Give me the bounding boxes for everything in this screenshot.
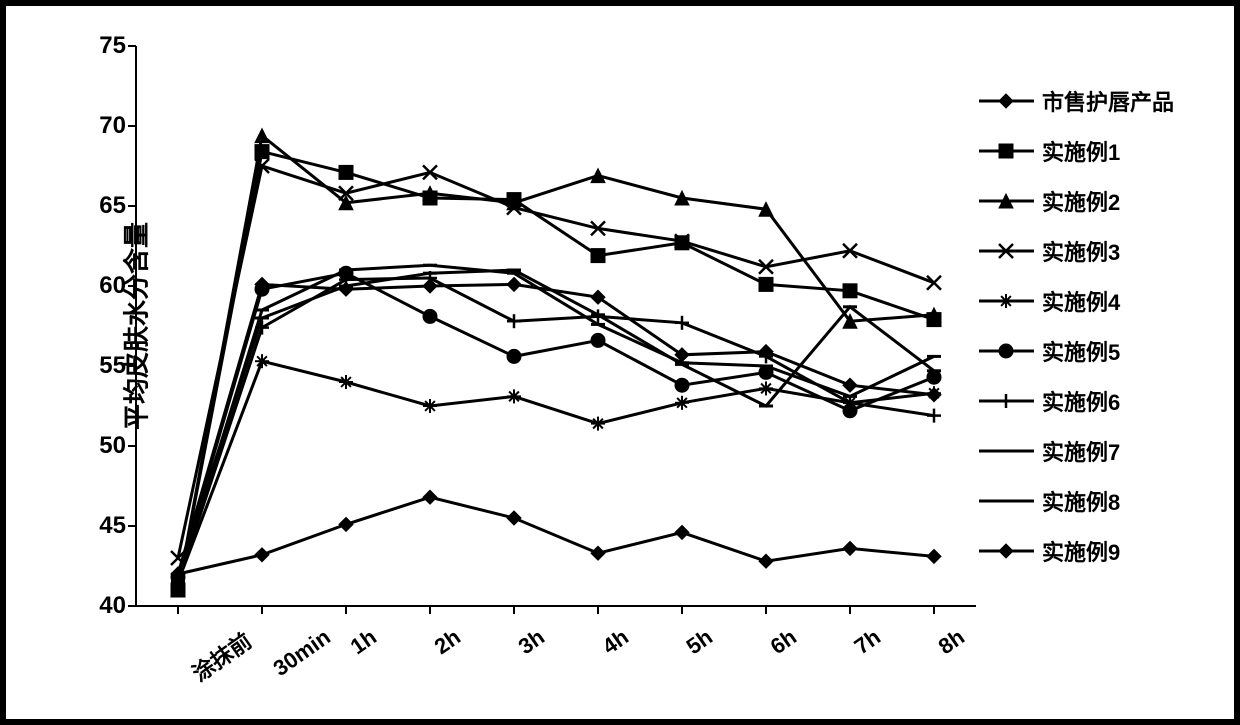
plot-area <box>136 46 976 606</box>
legend-label: 实施例8 <box>1042 485 1120 517</box>
legend-item: 市售护唇产品 <box>979 86 1219 116</box>
legend-label: 实施例5 <box>1042 335 1120 367</box>
legend-item: 实施例2 <box>979 186 1219 216</box>
y-tick-label: 65 <box>76 192 126 220</box>
series-实施例3 <box>171 159 941 565</box>
x-tick-label: 1h <box>346 624 382 660</box>
legend-marker <box>979 86 1034 116</box>
series-实施例6 <box>171 271 941 589</box>
x-tick-label: 30min <box>269 624 336 682</box>
legend-label: 实施例6 <box>1042 385 1120 417</box>
legend-marker <box>979 386 1034 416</box>
legend-marker <box>979 136 1034 166</box>
y-tick-label: 60 <box>76 272 126 300</box>
y-tick-label: 40 <box>76 592 126 620</box>
plot-svg <box>136 46 976 606</box>
x-tick-label: 涂抹前 <box>185 624 257 688</box>
legend-label: 市售护唇产品 <box>1042 85 1174 117</box>
y-tick-label: 55 <box>76 352 126 380</box>
x-tick-label: 6h <box>766 624 802 660</box>
legend-label: 实施例3 <box>1042 235 1120 267</box>
x-tick-label: 7h <box>850 624 886 660</box>
legend-label: 实施例2 <box>1042 185 1120 217</box>
legend-label: 实施例7 <box>1042 435 1120 467</box>
legend-item: 实施例5 <box>979 336 1219 366</box>
legend-item: 实施例8 <box>979 486 1219 516</box>
legend-marker <box>979 436 1034 466</box>
legend-marker <box>979 186 1034 216</box>
x-tick-label: 5h <box>682 624 718 660</box>
chart-container: 平均皮肤水分含量 4045505560657075 涂抹前30min1h2h3h… <box>0 0 1240 725</box>
legend-label: 实施例9 <box>1042 535 1120 567</box>
legend-item: 实施例4 <box>979 286 1219 316</box>
legend-item: 实施例3 <box>979 236 1219 266</box>
series-实施例2 <box>171 129 941 597</box>
series-实施例7 <box>171 270 941 574</box>
legend-item: 实施例9 <box>979 536 1219 566</box>
legend-label: 实施例4 <box>1042 285 1120 317</box>
y-tick-label: 75 <box>76 32 126 60</box>
legend-marker <box>979 536 1034 566</box>
legend-marker <box>979 286 1034 316</box>
series-市售护唇产品 <box>171 490 941 581</box>
legend-label: 实施例1 <box>1042 135 1120 167</box>
x-tick-label: 3h <box>514 624 550 660</box>
legend-marker <box>979 336 1034 366</box>
legend-item: 实施例7 <box>979 436 1219 466</box>
x-tick-label: 2h <box>430 624 466 660</box>
y-tick-label: 45 <box>76 512 126 540</box>
legend-marker <box>979 236 1034 266</box>
legend-item: 实施例1 <box>979 136 1219 166</box>
legend-item: 实施例6 <box>979 386 1219 416</box>
legend-marker <box>979 486 1034 516</box>
y-tick-label: 70 <box>76 112 126 140</box>
x-tick-label: 4h <box>598 624 634 660</box>
legend: 市售护唇产品实施例1 实施例2 实施例3 实施例4 实施例5 实施例6 实施例7 实施例8 实施… <box>979 86 1219 586</box>
x-tick-label: 8h <box>934 624 970 660</box>
y-tick-label: 50 <box>76 432 126 460</box>
series-实施例1 <box>171 145 941 597</box>
